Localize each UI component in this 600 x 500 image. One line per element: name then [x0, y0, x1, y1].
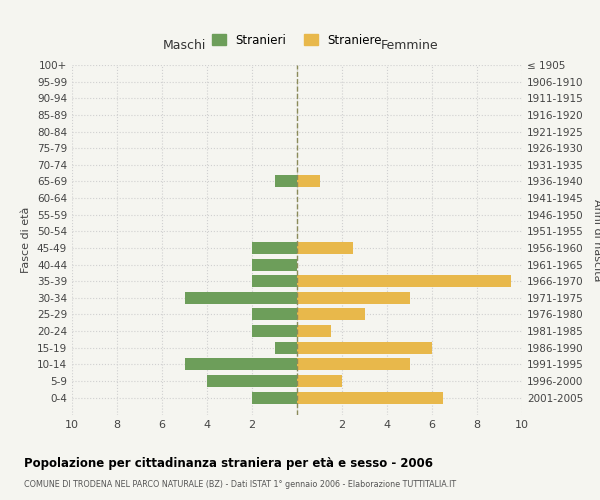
Bar [275, 342, 297, 353]
Bar [252, 258, 297, 270]
Bar [252, 325, 297, 337]
Bar [252, 392, 297, 404]
Text: Popolazione per cittadinanza straniera per età e sesso - 2006: Popolazione per cittadinanza straniera p… [24, 458, 433, 470]
Bar [252, 242, 297, 254]
Bar [207, 375, 297, 387]
Bar [297, 176, 320, 188]
Bar [297, 308, 365, 320]
Legend: Stranieri, Straniere: Stranieri, Straniere [207, 29, 387, 52]
Y-axis label: Anni di nascita: Anni di nascita [592, 198, 600, 281]
Bar [297, 342, 432, 353]
Text: COMUNE DI TRODENA NEL PARCO NATURALE (BZ) - Dati ISTAT 1° gennaio 2006 - Elabora: COMUNE DI TRODENA NEL PARCO NATURALE (BZ… [24, 480, 456, 489]
Bar [275, 176, 297, 188]
Bar [185, 358, 297, 370]
Bar [297, 292, 409, 304]
Y-axis label: Fasce di età: Fasce di età [22, 207, 31, 273]
Bar [185, 292, 297, 304]
Text: Maschi: Maschi [163, 38, 206, 52]
Bar [297, 358, 409, 370]
Text: Femmine: Femmine [380, 38, 439, 52]
Bar [297, 275, 511, 287]
Bar [297, 375, 342, 387]
Bar [297, 242, 353, 254]
Bar [297, 392, 443, 404]
Bar [252, 308, 297, 320]
Bar [297, 325, 331, 337]
Bar [252, 275, 297, 287]
